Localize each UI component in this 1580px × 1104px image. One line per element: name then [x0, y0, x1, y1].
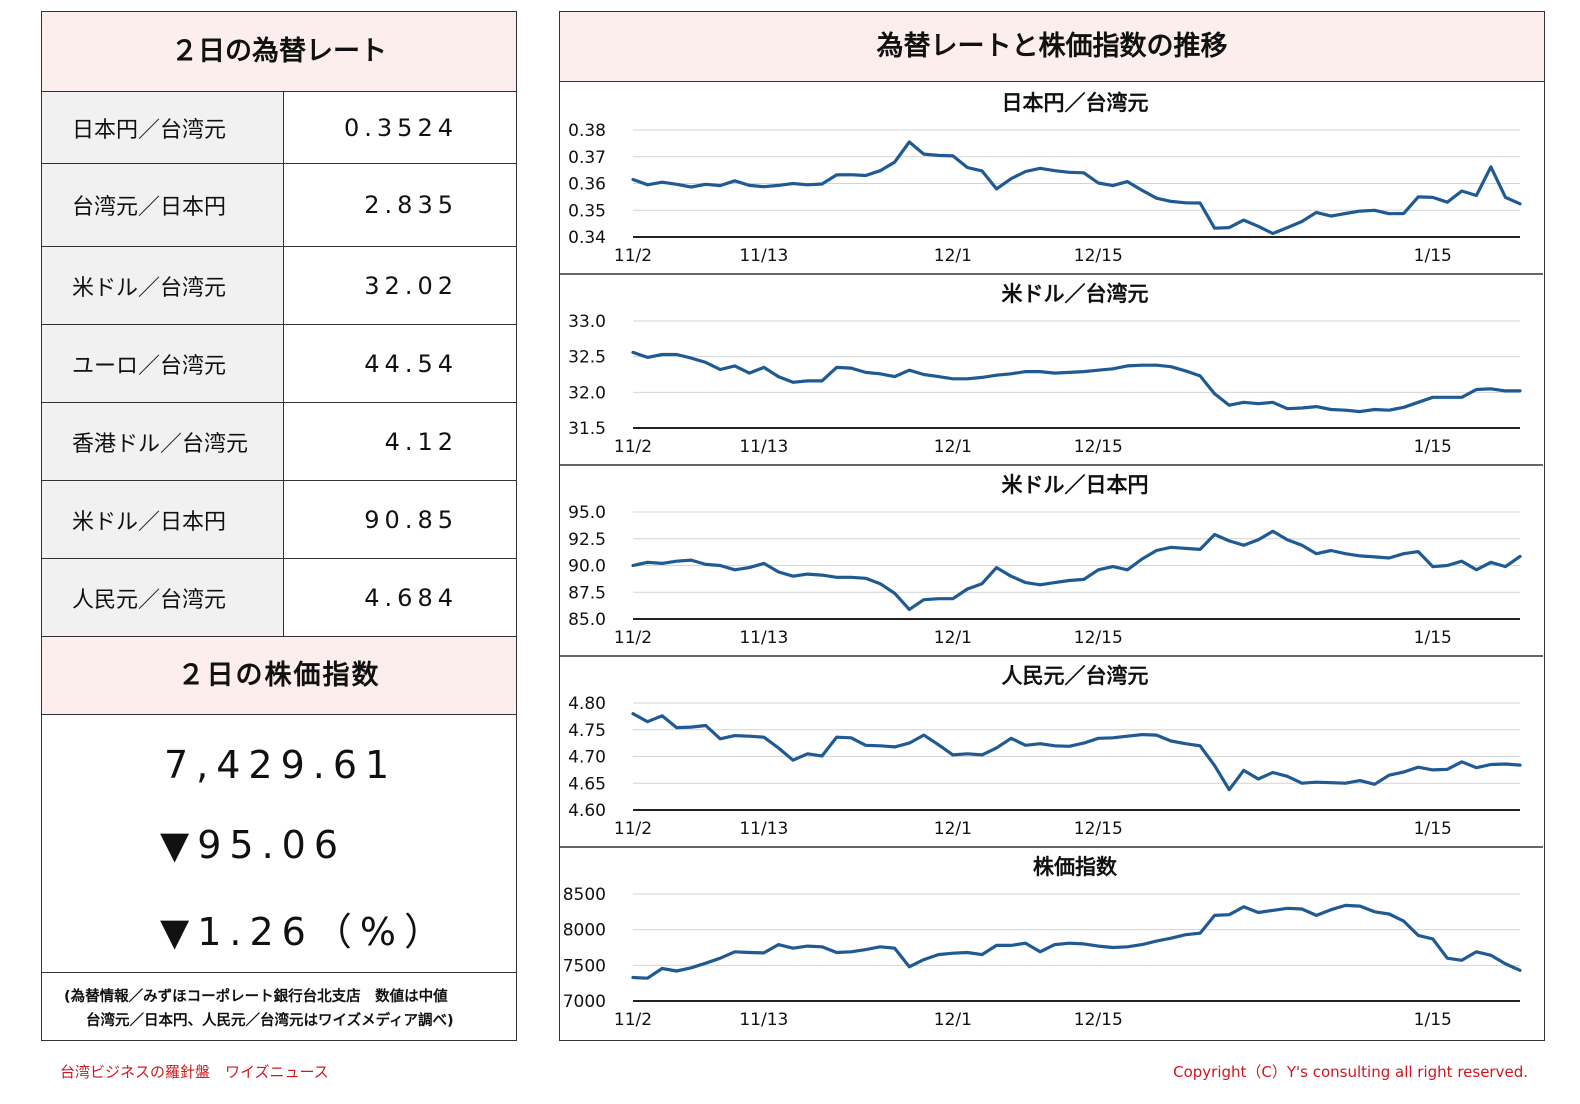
y-tick-label: 4.65 — [568, 774, 606, 794]
rate-label: 台湾元／日本円 — [42, 164, 284, 246]
x-tick-label: 11/13 — [739, 437, 788, 457]
rate-label: 米ドル／日本円 — [42, 481, 284, 558]
series-line — [631, 903, 1522, 980]
y-tick-label: 8500 — [563, 885, 606, 905]
rate-value: 4.12 — [384, 427, 458, 456]
stock-body: 7,429.61 ▼95.06 ▼1.26（%） — [42, 715, 516, 973]
x-tick-label: 12/15 — [1074, 437, 1123, 457]
stock-index-value: 7,429.61 — [164, 743, 398, 787]
charts-area: 日本円／台湾元 0.38 0.37 0.36 0.35 0.34 11/2 11/13 12/1… — [560, 91, 1543, 1030]
stock-change-percent: ▼1.26（%） — [160, 910, 450, 954]
series-line — [631, 350, 1522, 414]
x-tick-label: 11/2 — [614, 246, 652, 266]
rate-value: 90.85 — [364, 505, 458, 534]
x-tick-label: 1/15 — [1414, 628, 1452, 648]
stock-title: ２日の株価指数 — [42, 637, 516, 715]
y-tick-label: 8000 — [563, 921, 606, 941]
x-tick-label: 12/1 — [934, 246, 972, 266]
x-tick-label: 12/15 — [1074, 628, 1123, 648]
series-line — [631, 712, 1522, 792]
rate-row-usd-jpy: 米ドル／日本円 90.85 — [42, 481, 516, 559]
y-tick-label: 32.0 — [568, 383, 606, 403]
chart-title: 人民元／台湾元 — [1002, 664, 1149, 688]
x-tick-label: 11/2 — [614, 1010, 652, 1030]
source-note-line-1: (為替情報／みずほコーポレート銀行台北支店 数値は中値 — [64, 989, 448, 1005]
y-tick-label: 87.5 — [568, 583, 606, 603]
rate-label: ユーロ／台湾元 — [42, 325, 284, 402]
x-tick-label: 12/15 — [1074, 246, 1123, 266]
chart-title: 日本円／台湾元 — [1002, 91, 1149, 115]
y-tick-label: 7500 — [563, 956, 606, 976]
left-panel: ２日の為替レート 日本円／台湾元 0.3524 台湾元／日本円 2.835 米ド… — [41, 11, 517, 1041]
x-tick-label: 11/13 — [739, 1010, 788, 1030]
x-tick-label: 12/1 — [934, 628, 972, 648]
y-tick-label: 32.5 — [568, 348, 606, 368]
y-tick-label: 33.0 — [568, 312, 606, 332]
rate-row-usd-twd: 米ドル／台湾元 32.02 — [42, 247, 516, 325]
y-tick-label: 4.80 — [568, 694, 606, 714]
y-tick-label: 0.38 — [568, 121, 606, 141]
x-tick-label: 11/13 — [739, 246, 788, 266]
x-tick-label: 12/1 — [934, 437, 972, 457]
rate-row-cny-twd: 人民元／台湾元 4.684 — [42, 559, 516, 637]
rate-label: 米ドル／台湾元 — [42, 247, 284, 324]
y-tick-label: 0.37 — [568, 148, 606, 168]
footer-copyright: Copyright（C）Y's consulting all right res… — [1173, 1063, 1528, 1081]
rate-label: 香港ドル／台湾元 — [42, 403, 284, 480]
y-tick-label: 4.70 — [568, 748, 606, 768]
y-tick-label: 0.36 — [568, 175, 606, 195]
x-tick-label: 11/13 — [739, 628, 788, 648]
source-note-line-2: 台湾元／日本円、人民元／台湾元はワイズメディア調べ) — [86, 1013, 454, 1029]
x-tick-label: 11/2 — [614, 628, 652, 648]
rate-value: 32.02 — [364, 271, 458, 300]
y-tick-label: 95.0 — [568, 503, 606, 523]
rate-row-twd-jpy: 台湾元／日本円 2.835 — [42, 164, 516, 247]
source-note: (為替情報／みずほコーポレート銀行台北支店 数値は中値 台湾元／日本円、人民元／… — [42, 973, 516, 1033]
x-tick-label: 11/2 — [614, 437, 652, 457]
x-tick-label: 1/15 — [1414, 246, 1452, 266]
right-panel: 為替レートと株価指数の推移 日本円／台湾元 0.38 0.37 0.36 0.35 0.3… — [559, 11, 1545, 1041]
chart-title: 米ドル／台湾元 — [1002, 282, 1149, 306]
y-tick-label: 92.5 — [568, 530, 606, 550]
y-tick-label: 0.34 — [568, 228, 606, 248]
rate-row-jpy-twd: 日本円／台湾元 0.3524 — [42, 92, 516, 164]
rates-title: ２日の為替レート — [42, 12, 516, 92]
y-tick-label: 4.60 — [568, 801, 606, 821]
rate-value: 2.835 — [364, 191, 458, 219]
y-tick-label: 0.35 — [568, 201, 606, 221]
rate-row-eur-twd: ユーロ／台湾元 44.54 — [42, 325, 516, 403]
charts-title: 為替レートと株価指数の推移 — [560, 12, 1544, 82]
rate-value: 44.54 — [364, 349, 458, 378]
chart-title: 米ドル／日本円 — [1002, 473, 1149, 497]
y-tick-label: 4.75 — [568, 721, 606, 741]
footer-brand: 台湾ビジネスの羅針盤 ワイズニュース — [60, 1063, 329, 1081]
x-tick-label: 1/15 — [1414, 1010, 1452, 1030]
series-line — [631, 140, 1522, 236]
x-tick-label: 1/15 — [1414, 819, 1452, 839]
x-tick-label: 12/15 — [1074, 819, 1123, 839]
x-tick-label: 11/2 — [614, 819, 652, 839]
x-tick-label: 12/1 — [934, 819, 972, 839]
x-tick-label: 11/13 — [739, 819, 788, 839]
y-tick-label: 85.0 — [568, 610, 606, 630]
rate-label: 日本円／台湾元 — [42, 92, 284, 163]
rate-value: 4.684 — [364, 583, 458, 612]
x-tick-label: 1/15 — [1414, 437, 1452, 457]
rate-value: 0.3524 — [344, 113, 458, 142]
x-tick-label: 12/15 — [1074, 1010, 1123, 1030]
rate-row-hkd-twd: 香港ドル／台湾元 4.12 — [42, 403, 516, 481]
chart-title: 株価指数 — [1033, 855, 1118, 879]
y-tick-label: 90.0 — [568, 557, 606, 577]
y-tick-label: 31.5 — [568, 419, 606, 439]
y-tick-label: 7000 — [563, 992, 606, 1012]
series-line — [631, 529, 1522, 612]
x-tick-label: 12/1 — [934, 1010, 972, 1030]
rate-label: 人民元／台湾元 — [42, 559, 284, 636]
stock-change-value: ▼95.06 — [160, 823, 347, 867]
